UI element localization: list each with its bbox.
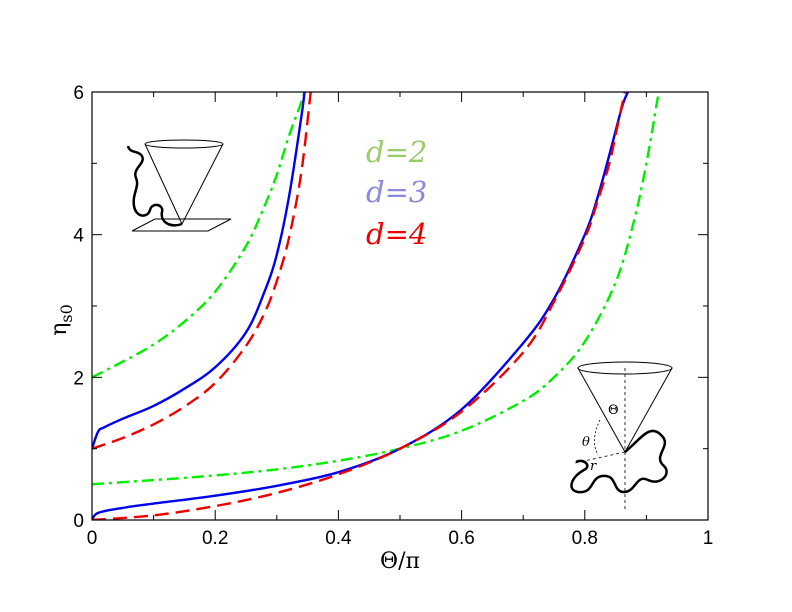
x-tick-label: 0.6	[448, 528, 474, 549]
legend-label-d3: d=3	[366, 175, 427, 209]
y-axis-title-subscript: s0	[57, 304, 76, 322]
inset-plane	[131, 218, 232, 232]
inset-polymer-chain	[126, 145, 183, 227]
x-axis-title: Θ/π	[380, 549, 420, 574]
y-axis-title-main: η	[47, 323, 72, 336]
y-axis-title: ηs0	[47, 304, 76, 336]
x-tick-label: 1	[703, 528, 714, 549]
legend: d=2 d=3 d=4	[366, 135, 427, 251]
series-layer	[92, 92, 660, 520]
inset2-label-Theta: Θ	[608, 403, 619, 418]
y-tick-label: 6	[73, 83, 84, 104]
inset2-label-r: r	[590, 459, 597, 474]
series-line-d4-branch-1	[92, 92, 312, 450]
series-line-d2-branch-1	[92, 92, 306, 379]
legend-label-d2: d=2	[366, 135, 427, 169]
inset2-theta-arc	[594, 419, 601, 456]
x-tick-label: 0.2	[202, 528, 228, 549]
x-tick-label: 0.4	[325, 528, 352, 549]
inset2-label-theta: θ	[582, 435, 590, 450]
inset-cone-rim	[144, 139, 224, 149]
y-tick-label: 0	[73, 511, 84, 532]
legend-label-d4: d=4	[366, 217, 427, 251]
series-line-d4-branch-2	[92, 92, 626, 520]
x-tick-label: 0.8	[572, 528, 598, 549]
axes-layer: 0 0.2 0.4 0.6 0.8 1 0 2 4 6	[73, 83, 713, 549]
x-tick-label: 0	[87, 528, 98, 549]
series-line-d3-branch-2	[92, 92, 630, 520]
y-tick-label: 2	[73, 368, 84, 389]
series-line-d3-branch-1	[92, 92, 306, 450]
inset-cone-on-plane	[126, 139, 232, 232]
inset2-cone-side-right	[624, 367, 673, 453]
inset-cone-side-right	[181, 143, 224, 225]
inset-cone-apex: Θ θ r	[570, 361, 673, 512]
series-line-d2-branch-2	[92, 92, 660, 486]
inset2-polymer-chain	[570, 429, 668, 494]
y-tick-label: 4	[73, 226, 84, 247]
inset-cone-side-left	[144, 143, 183, 225]
inset2-cone-side-left	[577, 367, 626, 453]
